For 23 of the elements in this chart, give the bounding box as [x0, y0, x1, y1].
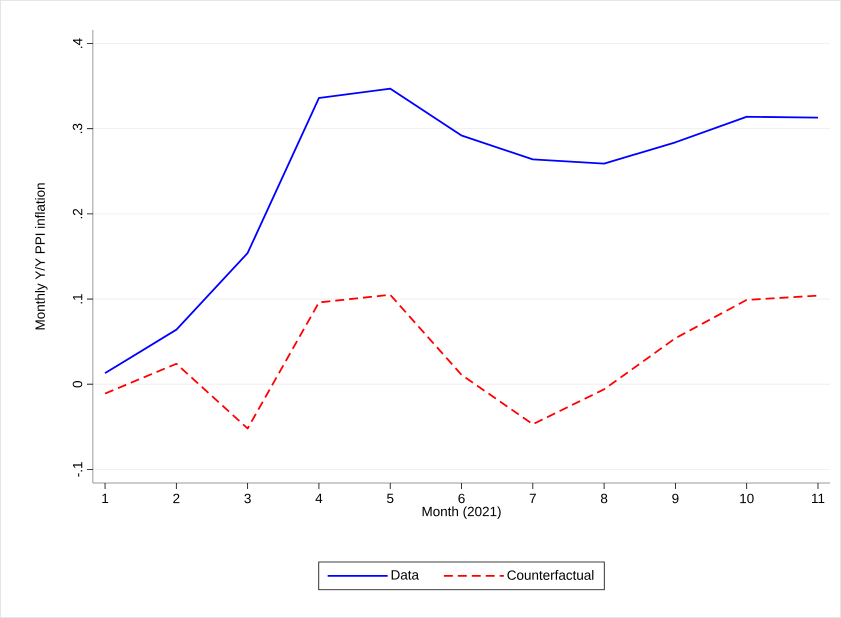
y-tick-label: .1 [72, 294, 82, 304]
legend-label: Data [392, 570, 419, 580]
x-tick-label: 10 [740, 494, 754, 504]
x-tick-label: 4 [316, 494, 322, 503]
y-tick-label: 0 [72, 381, 82, 388]
x-axis-title: Month (2021) [422, 506, 501, 519]
y-tick-label: .3 [72, 124, 82, 134]
legend-label: Counterfactual [507, 570, 594, 580]
x-tick-label: 5 [387, 494, 394, 504]
y-axis-title: Monthly Y/Y PPI inflation [35, 183, 48, 330]
x-tick-label: 3 [244, 494, 251, 504]
line-series [104, 88, 819, 374]
x-tick-label: 1 [102, 494, 108, 503]
x-tick-label: 2 [173, 494, 180, 504]
x-tick-label: 7 [530, 494, 536, 503]
y-tick-label: .2 [72, 208, 82, 218]
x-tick-label: 11 [812, 494, 824, 503]
y-tick-label: -.1 [72, 462, 82, 477]
line-series [104, 294, 819, 430]
x-tick-label: 6 [458, 494, 465, 504]
y-tick-label: .4 [72, 38, 82, 48]
x-tick-label: 9 [672, 494, 678, 504]
x-tick-label: 8 [600, 494, 608, 504]
